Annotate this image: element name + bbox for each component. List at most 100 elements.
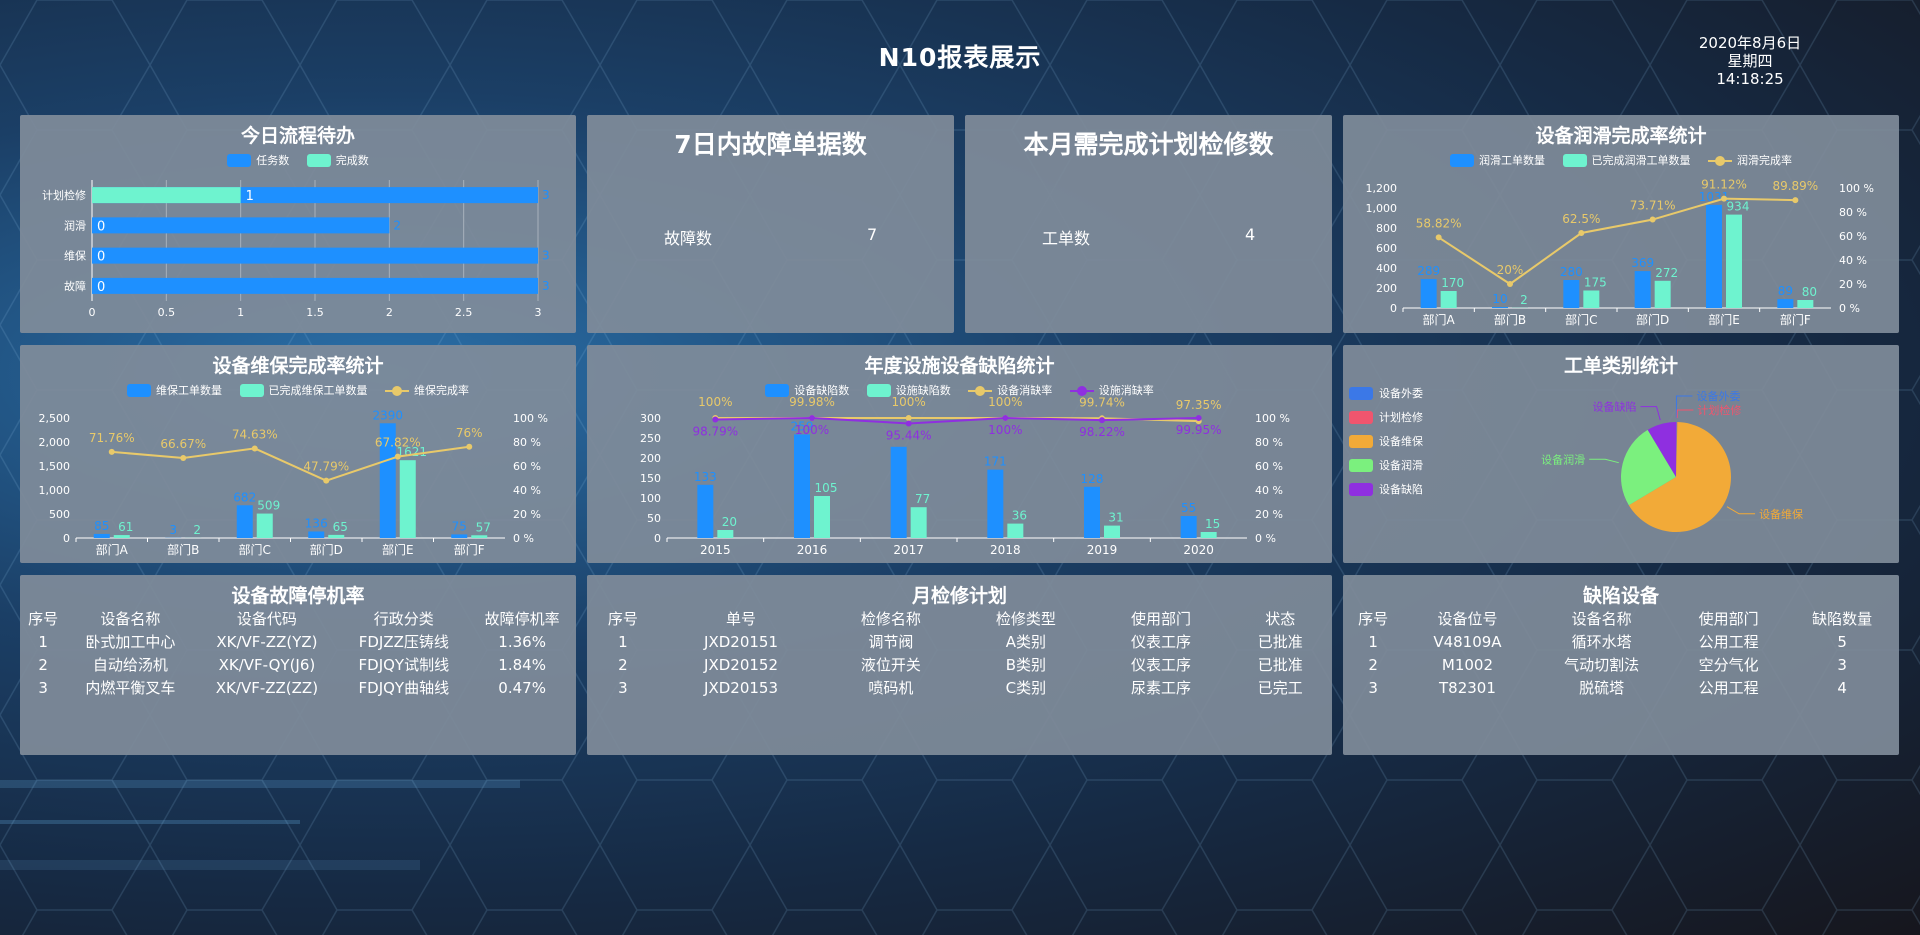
y-tick-label: 250 xyxy=(640,432,661,445)
y-tick-label: 1,000 xyxy=(39,484,71,497)
category-label: 润滑 xyxy=(64,218,86,232)
column-header: 序号 xyxy=(607,610,638,628)
y-tick-label: 1,000 xyxy=(1366,202,1398,215)
legend-item[interactable]: 设备缺陷 xyxy=(1349,477,1423,501)
bar-value-label: 80 xyxy=(1802,285,1817,299)
bar-series-2 xyxy=(814,496,830,538)
table-row[interactable]: 2 自动给汤机 XK/VF-QY(J6) FDJQY试制线 1.84% xyxy=(20,653,576,676)
column-header: 设备名称 xyxy=(1571,610,1632,628)
bar-value-label: 133 xyxy=(694,470,717,484)
rate-label: 67.82% xyxy=(375,436,421,450)
column-header: 缺陷数量 xyxy=(1812,610,1873,628)
bar-series-2 xyxy=(471,535,488,538)
rate-label: 58.82% xyxy=(1416,216,1462,230)
legend-item[interactable]: 维保工单数量 xyxy=(127,382,222,398)
rate-point xyxy=(1578,230,1585,236)
table-row[interactable]: 1 V48109A 循环水塔 公用工程 5 xyxy=(1343,630,1899,653)
legend-label: 设施缺陷数 xyxy=(895,384,951,397)
defect-year-legend: 设备缺陷数 设施缺陷数 设备消缺率 设施消缺率 xyxy=(587,382,1332,400)
rate-label: 98.79% xyxy=(692,424,738,438)
table-row[interactable]: 3 JXD20153 喷码机 C类别 尿素工序 已完工 xyxy=(587,676,1332,699)
rate-point xyxy=(1792,197,1799,204)
bar-series-1 xyxy=(1492,307,1508,308)
legend-item[interactable]: 润滑完成率 xyxy=(1708,152,1792,168)
table-header-row: 序号 单号 检修名称 检修类型 使用部门 状态 xyxy=(587,607,1332,630)
bar-series-2 xyxy=(328,534,345,538)
bar-series-1 xyxy=(451,534,468,538)
legend-item[interactable]: 完成数 xyxy=(306,152,369,168)
legend-label: 设备润滑 xyxy=(1379,459,1423,472)
rate-point xyxy=(180,454,187,461)
bar-value-label: 89 xyxy=(1778,284,1793,298)
legend-item[interactable]: 设备维保 xyxy=(1349,429,1423,453)
legend-item[interactable]: 设备润滑 xyxy=(1349,453,1423,477)
rate-point xyxy=(712,416,719,423)
y2-tick-label: 80 % xyxy=(1839,206,1867,219)
table-cell: 3 xyxy=(38,678,48,697)
legend-item[interactable]: 设施消缺率 xyxy=(1069,382,1154,398)
rate-label: 73.71% xyxy=(1630,199,1676,213)
rate-point xyxy=(323,477,330,484)
bar-series-2 xyxy=(1200,532,1217,538)
plan-month-panel: 本月需完成计划检修数 工单数 4 xyxy=(965,115,1332,333)
pie-slice xyxy=(1647,422,1676,477)
rate-label: 99.95% xyxy=(1176,423,1222,437)
legend-item[interactable]: 维保完成率 xyxy=(385,382,469,398)
y2-tick-label: 60 % xyxy=(1839,230,1867,243)
x-tick-label: 3 xyxy=(535,306,542,319)
task-value-label: 3 xyxy=(542,279,550,293)
y2-tick-label: 100 % xyxy=(513,412,548,425)
rate-label: 99.98% xyxy=(789,395,835,409)
defect-year-panel: 年度设施设备缺陷统计 设备缺陷数 设施缺陷数 设备消缺率 设施消缺率 0 50 10… xyxy=(587,345,1332,563)
y2-tick-label: 0 % xyxy=(1839,302,1860,315)
table-cell: 已批准 xyxy=(1257,656,1303,674)
category-label: 计划检修 xyxy=(42,188,86,202)
legend-item[interactable]: 设施缺陷数 xyxy=(866,382,951,398)
table-cell: 3 xyxy=(1837,655,1847,674)
table-cell: 液位开关 xyxy=(860,656,921,674)
y-tick-label: 0 xyxy=(654,532,661,545)
bar-value-label: 85 xyxy=(94,519,109,533)
done-value-label: 0 xyxy=(97,219,105,234)
legend-item[interactable]: 任务数 xyxy=(227,152,289,168)
flow-panel: 今日流程待办 任务数 完成数 0 0.5 1 1.5 2 2.5 3 计划检修 3 1 润滑 2 0 维保… xyxy=(20,115,576,333)
table-row[interactable]: 3 T82301 脱硫塔 公用工程 4 xyxy=(1343,676,1899,699)
table-cell: 循环水塔 xyxy=(1571,633,1632,651)
done-value-label: 0 xyxy=(97,280,105,295)
table-cell: 内燃平衡叉车 xyxy=(85,679,176,697)
done-value-label: 0 xyxy=(97,250,105,265)
legend-item[interactable]: 已完成维保工单数量 xyxy=(239,382,368,398)
fault7-value: 7 xyxy=(867,225,878,244)
category-label: 故障 xyxy=(64,279,86,293)
table-cell: C类别 xyxy=(1005,679,1047,697)
table-cell: 1 xyxy=(618,632,628,651)
legend-item[interactable]: 设备外委 xyxy=(1349,381,1423,405)
done-bar xyxy=(92,187,241,204)
category-label: 部门D xyxy=(310,542,343,557)
legend-item[interactable]: 设备消缺率 xyxy=(968,382,1052,398)
rate-point xyxy=(1435,234,1442,241)
task-value-label: 3 xyxy=(542,188,550,202)
rate-point xyxy=(466,443,473,450)
table-row[interactable]: 3 内燃平衡叉车 XK/VF-ZZ(ZZ) FDJQY曲轴线 0.47% xyxy=(20,676,576,699)
legend-item[interactable]: 设备缺陷数 xyxy=(765,382,849,398)
rate-point xyxy=(1195,415,1202,422)
category-label: 部门F xyxy=(1780,312,1811,327)
table-row[interactable]: 1 卧式加工中心 XK/VF-ZZ(YZ) FDJZZ压铸线 1.36% xyxy=(20,630,576,653)
bar-value-label: 171 xyxy=(984,455,1007,469)
table-row[interactable]: 2 JXD20152 液位开关 B类别 仪表工序 已批准 xyxy=(587,653,1332,676)
table-row[interactable]: 1 JXD20151 调节阀 A类别 仪表工序 已批准 xyxy=(587,630,1332,653)
legend-item[interactable]: 已完成润滑工单数量 xyxy=(1562,152,1691,168)
bar-series-2 xyxy=(1007,523,1024,538)
rate-label: 47.79% xyxy=(303,460,349,474)
table-row[interactable]: 2 M1002 气动切割法 空分气化 3 xyxy=(1343,653,1899,676)
table-cell: 0.47% xyxy=(498,678,546,697)
bar-value-label: 75 xyxy=(452,519,467,533)
legend-item[interactable]: 计划检修 xyxy=(1349,405,1423,429)
table-cell: 自动给汤机 xyxy=(92,656,168,674)
legend-item[interactable]: 润滑工单数量 xyxy=(1450,152,1545,168)
legend-label: 润滑完成率 xyxy=(1737,154,1792,167)
x-tick-label: 2.5 xyxy=(455,306,473,319)
column-header: 序号 xyxy=(28,610,59,628)
